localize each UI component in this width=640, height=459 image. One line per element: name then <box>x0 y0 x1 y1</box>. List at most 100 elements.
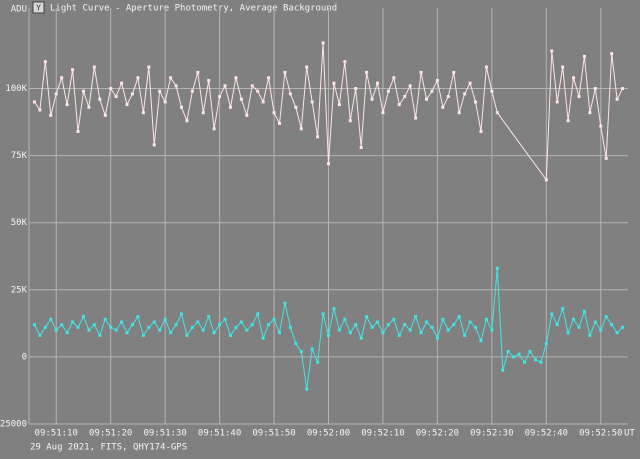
data-point <box>261 100 265 104</box>
data-point <box>593 87 597 91</box>
x-tick-label: 09:51:30 <box>143 429 186 439</box>
data-point <box>32 323 36 327</box>
data-point <box>288 92 292 96</box>
data-point <box>87 328 91 332</box>
data-point <box>354 323 358 327</box>
data-point <box>463 92 467 96</box>
data-point <box>599 328 603 332</box>
data-point <box>120 81 124 85</box>
data-point <box>555 323 559 327</box>
data-point <box>441 317 445 321</box>
data-point <box>87 105 91 109</box>
data-point <box>277 331 281 335</box>
data-point <box>582 309 586 313</box>
data-point <box>294 341 298 345</box>
data-point <box>343 317 347 321</box>
data-point <box>332 307 336 311</box>
data-point <box>474 100 478 104</box>
data-point <box>604 156 608 160</box>
data-point <box>572 76 576 80</box>
data-point <box>408 84 412 88</box>
data-point <box>212 127 216 131</box>
data-point <box>348 331 352 335</box>
data-point <box>114 95 118 99</box>
data-point <box>610 323 614 327</box>
x-tick-label: 09:51:40 <box>198 429 241 439</box>
data-point <box>490 328 494 332</box>
data-point <box>38 108 42 112</box>
data-point <box>403 95 407 99</box>
x-tick-label: 09:52:00 <box>307 429 350 439</box>
data-point <box>376 81 380 85</box>
data-point <box>561 65 565 69</box>
data-point <box>71 320 75 324</box>
data-point <box>201 111 205 115</box>
data-point <box>550 49 554 53</box>
data-point <box>81 315 85 319</box>
data-point <box>223 317 227 321</box>
data-point <box>310 347 314 351</box>
data-point <box>479 339 483 343</box>
data-point <box>256 89 260 93</box>
data-point <box>130 323 134 327</box>
data-point <box>60 323 64 327</box>
data-point <box>54 328 58 332</box>
data-point <box>419 70 423 74</box>
data-point <box>566 331 570 335</box>
data-point <box>381 111 385 115</box>
data-point <box>392 317 396 321</box>
data-point <box>332 81 336 85</box>
x-tick-label: 09:52:10 <box>361 429 404 439</box>
data-point <box>76 325 80 329</box>
data-point <box>103 113 107 117</box>
data-point <box>403 323 407 327</box>
data-point <box>452 70 456 74</box>
x-tick-label: 09:52:20 <box>416 429 459 439</box>
data-point <box>327 333 330 337</box>
data-point <box>359 146 363 150</box>
data-point <box>495 266 499 270</box>
data-point <box>528 350 532 354</box>
data-point <box>310 100 314 104</box>
data-point <box>354 87 358 91</box>
data-point <box>397 333 401 337</box>
data-point <box>430 325 434 329</box>
x-tick-label: 09:51:20 <box>89 429 132 439</box>
data-point <box>523 360 527 364</box>
data-point <box>196 70 200 74</box>
data-point <box>261 336 265 340</box>
data-point <box>484 317 488 321</box>
chart-title: Light Curve - Aperture Photometry, Avera… <box>50 4 337 14</box>
data-point <box>397 103 401 107</box>
data-point <box>577 95 581 99</box>
data-point <box>234 76 238 80</box>
data-point <box>544 178 548 182</box>
data-point <box>392 76 396 80</box>
data-point <box>267 323 271 327</box>
data-point <box>256 312 260 316</box>
data-point <box>245 113 249 117</box>
data-point <box>577 325 581 329</box>
data-point <box>169 76 173 80</box>
data-point <box>60 76 64 80</box>
data-point <box>533 358 537 362</box>
data-point <box>158 89 162 93</box>
data-point <box>501 368 505 372</box>
data-point <box>218 95 222 99</box>
data-point <box>305 65 309 69</box>
data-point <box>283 301 287 305</box>
data-point <box>141 111 145 115</box>
x-tick-label: 09:51:10 <box>35 429 78 439</box>
data-point <box>610 52 614 56</box>
data-point <box>572 317 576 321</box>
data-point <box>425 320 429 324</box>
data-point <box>109 87 113 91</box>
data-point <box>555 100 559 104</box>
data-point <box>125 103 129 107</box>
data-point <box>218 323 222 327</box>
data-point <box>250 84 254 88</box>
data-point <box>343 60 347 64</box>
data-point <box>446 95 450 99</box>
data-point <box>299 127 303 131</box>
